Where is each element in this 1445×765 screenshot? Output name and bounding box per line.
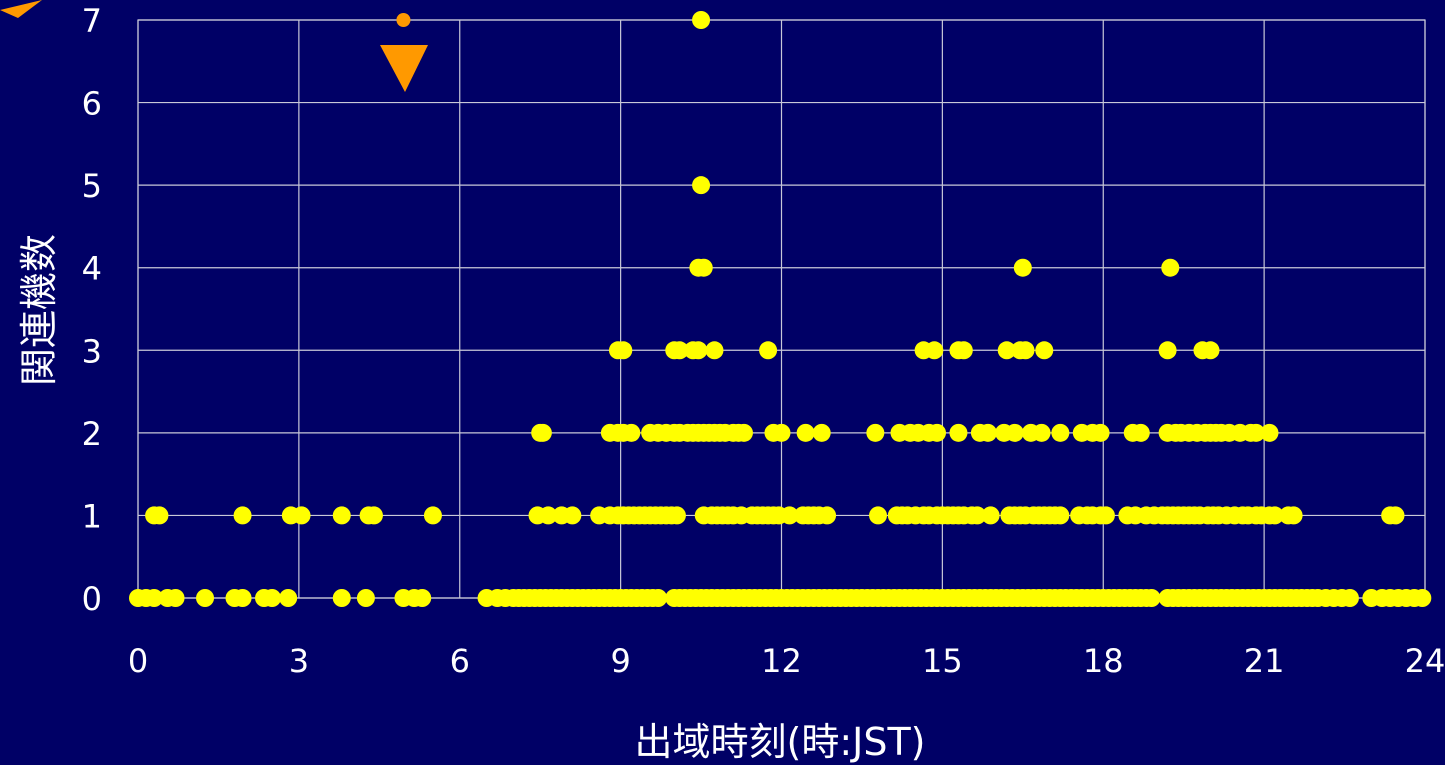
x-tick-label: 6 bbox=[450, 642, 470, 680]
data-point bbox=[1013, 258, 1032, 277]
data-point bbox=[563, 506, 582, 525]
top-left-arrow-marker bbox=[0, 0, 42, 18]
data-point bbox=[533, 423, 552, 442]
data-point bbox=[1386, 506, 1405, 525]
data-points bbox=[129, 11, 1432, 607]
data-point bbox=[233, 589, 252, 607]
x-tick-label: 24 bbox=[1405, 642, 1445, 680]
y-axis-ticks: 0 1 2 3 4 5 6 7 bbox=[82, 2, 102, 618]
data-point bbox=[1413, 589, 1432, 607]
data-point bbox=[734, 423, 753, 442]
y-tick-label: 4 bbox=[82, 250, 102, 288]
data-point bbox=[150, 506, 169, 525]
data-point bbox=[818, 506, 837, 525]
data-point bbox=[1161, 258, 1180, 277]
data-point bbox=[332, 589, 351, 607]
highlight-markers bbox=[0, 0, 428, 92]
data-point bbox=[539, 506, 558, 525]
data-point bbox=[954, 341, 973, 360]
data-point bbox=[292, 506, 311, 525]
data-point bbox=[1016, 341, 1035, 360]
data-point bbox=[233, 506, 252, 525]
data-point bbox=[796, 423, 815, 442]
data-point bbox=[263, 589, 282, 607]
data-point bbox=[949, 423, 968, 442]
y-tick-label: 6 bbox=[82, 85, 102, 123]
y-axis-title: 関連機数 bbox=[17, 234, 61, 386]
x-tick-label: 15 bbox=[922, 642, 963, 680]
x-axis-title: 出域時刻(時:JST) bbox=[635, 720, 926, 764]
data-point bbox=[279, 589, 298, 607]
y-tick-label: 5 bbox=[82, 167, 102, 205]
data-point bbox=[667, 506, 686, 525]
data-point bbox=[622, 423, 641, 442]
data-point bbox=[1131, 423, 1150, 442]
data-point bbox=[413, 589, 432, 607]
data-point bbox=[356, 589, 375, 607]
data-point bbox=[1091, 423, 1110, 442]
data-point bbox=[1340, 589, 1359, 607]
data-point bbox=[1142, 589, 1161, 607]
y-tick-label: 3 bbox=[82, 332, 102, 370]
y-tick-label: 1 bbox=[82, 497, 102, 535]
data-point bbox=[1035, 341, 1054, 360]
data-point bbox=[1051, 423, 1070, 442]
data-point bbox=[364, 506, 383, 525]
data-point bbox=[1265, 506, 1284, 525]
data-point bbox=[869, 506, 888, 525]
data-point bbox=[925, 341, 944, 360]
data-point bbox=[1158, 341, 1177, 360]
plot-area bbox=[129, 11, 1432, 607]
data-point bbox=[1032, 423, 1051, 442]
data-point bbox=[649, 589, 668, 607]
data-point bbox=[396, 13, 411, 27]
data-point bbox=[670, 341, 689, 360]
x-tick-label: 21 bbox=[1244, 642, 1285, 680]
x-tick-label: 18 bbox=[1083, 642, 1124, 680]
data-point bbox=[968, 506, 987, 525]
data-point bbox=[1005, 423, 1024, 442]
data-point bbox=[866, 423, 885, 442]
data-point bbox=[997, 341, 1016, 360]
data-point bbox=[689, 341, 708, 360]
data-point bbox=[692, 11, 711, 29]
data-point bbox=[705, 341, 724, 360]
data-point bbox=[772, 423, 791, 442]
data-point bbox=[1051, 506, 1070, 525]
data-point bbox=[145, 589, 164, 607]
x-tick-label: 0 bbox=[128, 642, 148, 680]
data-point bbox=[1260, 423, 1279, 442]
data-point bbox=[166, 589, 185, 607]
x-axis-ticks: 0 3 6 9 12 15 18 21 24 bbox=[128, 642, 1445, 680]
data-point bbox=[978, 423, 997, 442]
y-tick-label: 7 bbox=[82, 2, 102, 40]
data-point bbox=[1201, 341, 1220, 360]
data-point bbox=[196, 589, 215, 607]
y-tick-label: 0 bbox=[82, 580, 102, 618]
y-tick-label: 2 bbox=[82, 415, 102, 453]
data-point bbox=[928, 423, 947, 442]
data-point bbox=[981, 506, 1000, 525]
data-point bbox=[692, 176, 711, 195]
data-point bbox=[694, 258, 713, 277]
x-tick-label: 3 bbox=[289, 642, 309, 680]
data-point bbox=[423, 506, 442, 525]
data-point bbox=[332, 506, 351, 525]
data-point bbox=[759, 341, 778, 360]
data-point bbox=[780, 506, 799, 525]
data-point bbox=[812, 423, 831, 442]
data-point bbox=[1247, 423, 1266, 442]
x-tick-label: 9 bbox=[610, 642, 630, 680]
data-point bbox=[614, 341, 633, 360]
data-point bbox=[1284, 506, 1303, 525]
x-tick-label: 12 bbox=[761, 642, 802, 680]
data-point bbox=[1096, 506, 1115, 525]
down-arrow-marker bbox=[380, 45, 428, 92]
